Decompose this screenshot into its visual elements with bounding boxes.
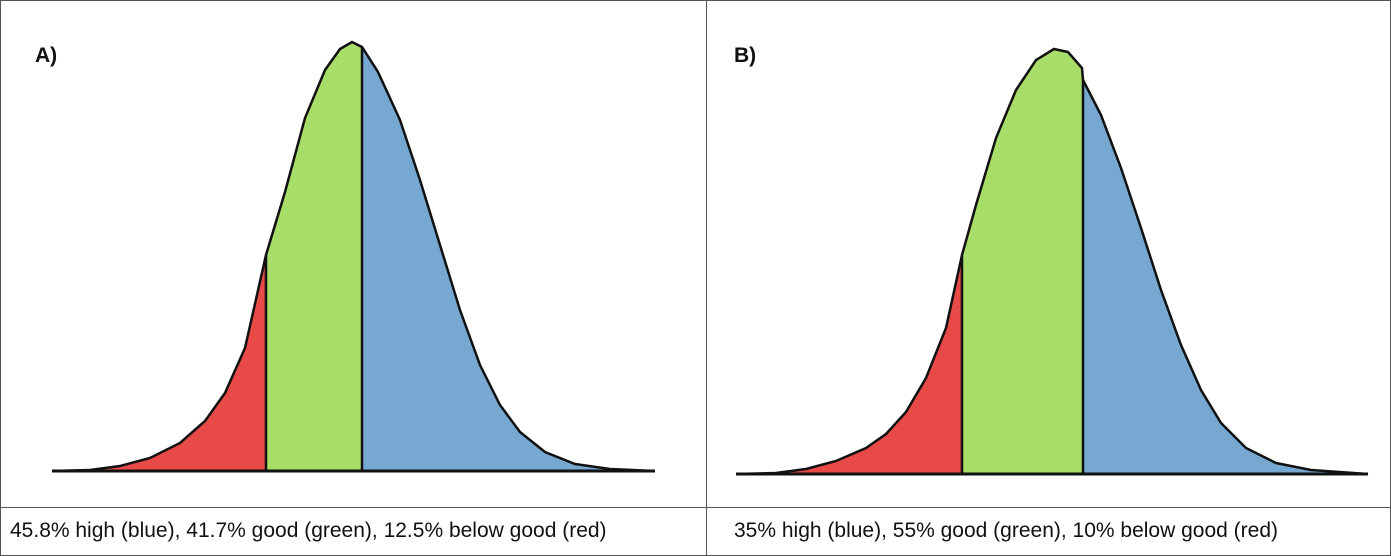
panel-b-below-good-region <box>736 255 962 474</box>
panel-a-good-region <box>266 42 362 471</box>
panel-b-distribution <box>735 47 1369 476</box>
panel-a-distribution <box>51 40 656 473</box>
panel-a-caption: 45.8% high (blue), 41.7% good (green), 1… <box>10 519 607 542</box>
panel-a: A) <box>0 0 707 508</box>
panel-b-caption-cell: 35% high (blue), 55% good (green), 10% b… <box>706 507 1391 556</box>
panel-b: B) <box>706 0 1391 508</box>
panel-b-caption: 35% high (blue), 55% good (green), 10% b… <box>734 519 1279 542</box>
panel-b-high-region <box>1083 80 1368 474</box>
panel-a-below-good-region <box>52 255 266 471</box>
panel-a-high-region <box>362 47 655 471</box>
panel-a-caption-cell: 45.8% high (blue), 41.7% good (green), 1… <box>0 507 707 556</box>
panel-b-good-region <box>962 49 1083 474</box>
